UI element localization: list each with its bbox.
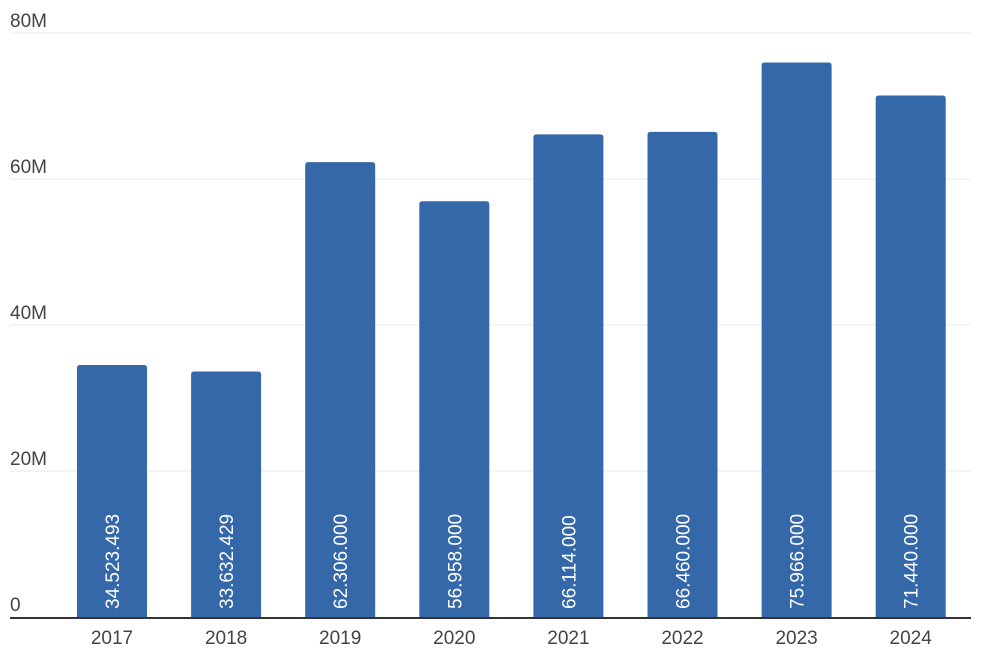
x-axis-tick-labels: 2017 2018 2019 2020 2021 2022 2023 2024: [91, 628, 932, 649]
bar-2022: [647, 131, 718, 618]
x-tick-label: 2019: [319, 628, 361, 649]
x-tick-label: 2024: [890, 628, 933, 649]
bar-2020: [419, 201, 490, 617]
data-label: 66.114.000: [559, 515, 580, 609]
data-label: 62.306.000: [331, 514, 352, 609]
data-label: 56.958.000: [445, 514, 466, 609]
y-tick-label: 60M: [10, 157, 47, 178]
bar-2018: [191, 371, 262, 617]
bars: [77, 62, 946, 618]
bar-2021: [533, 134, 604, 617]
data-label: 34.523.493: [103, 514, 124, 609]
y-tick-label: 40M: [10, 303, 47, 324]
y-tick-label: 80M: [10, 11, 47, 32]
x-tick-label: 2017: [91, 628, 133, 649]
y-axis-tick-labels: 0 20M 40M 60M 80M: [10, 11, 47, 616]
bar-2023: [761, 62, 832, 618]
x-tick-label: 2018: [205, 628, 247, 649]
bar-2019: [305, 162, 376, 617]
data-label: 71.440.000: [902, 514, 923, 609]
data-label: 75.966.000: [788, 514, 809, 609]
x-tick-label: 2020: [433, 628, 475, 649]
data-label: 33.632.429: [217, 514, 238, 609]
data-labels: 34.523.493 33.632.429 62.306.000 56.958.000…: [103, 514, 923, 609]
x-tick-label: 2022: [661, 628, 703, 649]
bar-2017: [77, 364, 147, 617]
x-tick-label: 2021: [547, 628, 589, 649]
y-tick-label: 0: [10, 595, 21, 616]
y-tick-label: 20M: [10, 449, 47, 470]
x-tick-label: 2023: [775, 628, 817, 649]
bar-2024: [875, 95, 946, 618]
data-label: 66.460.000: [674, 514, 695, 609]
